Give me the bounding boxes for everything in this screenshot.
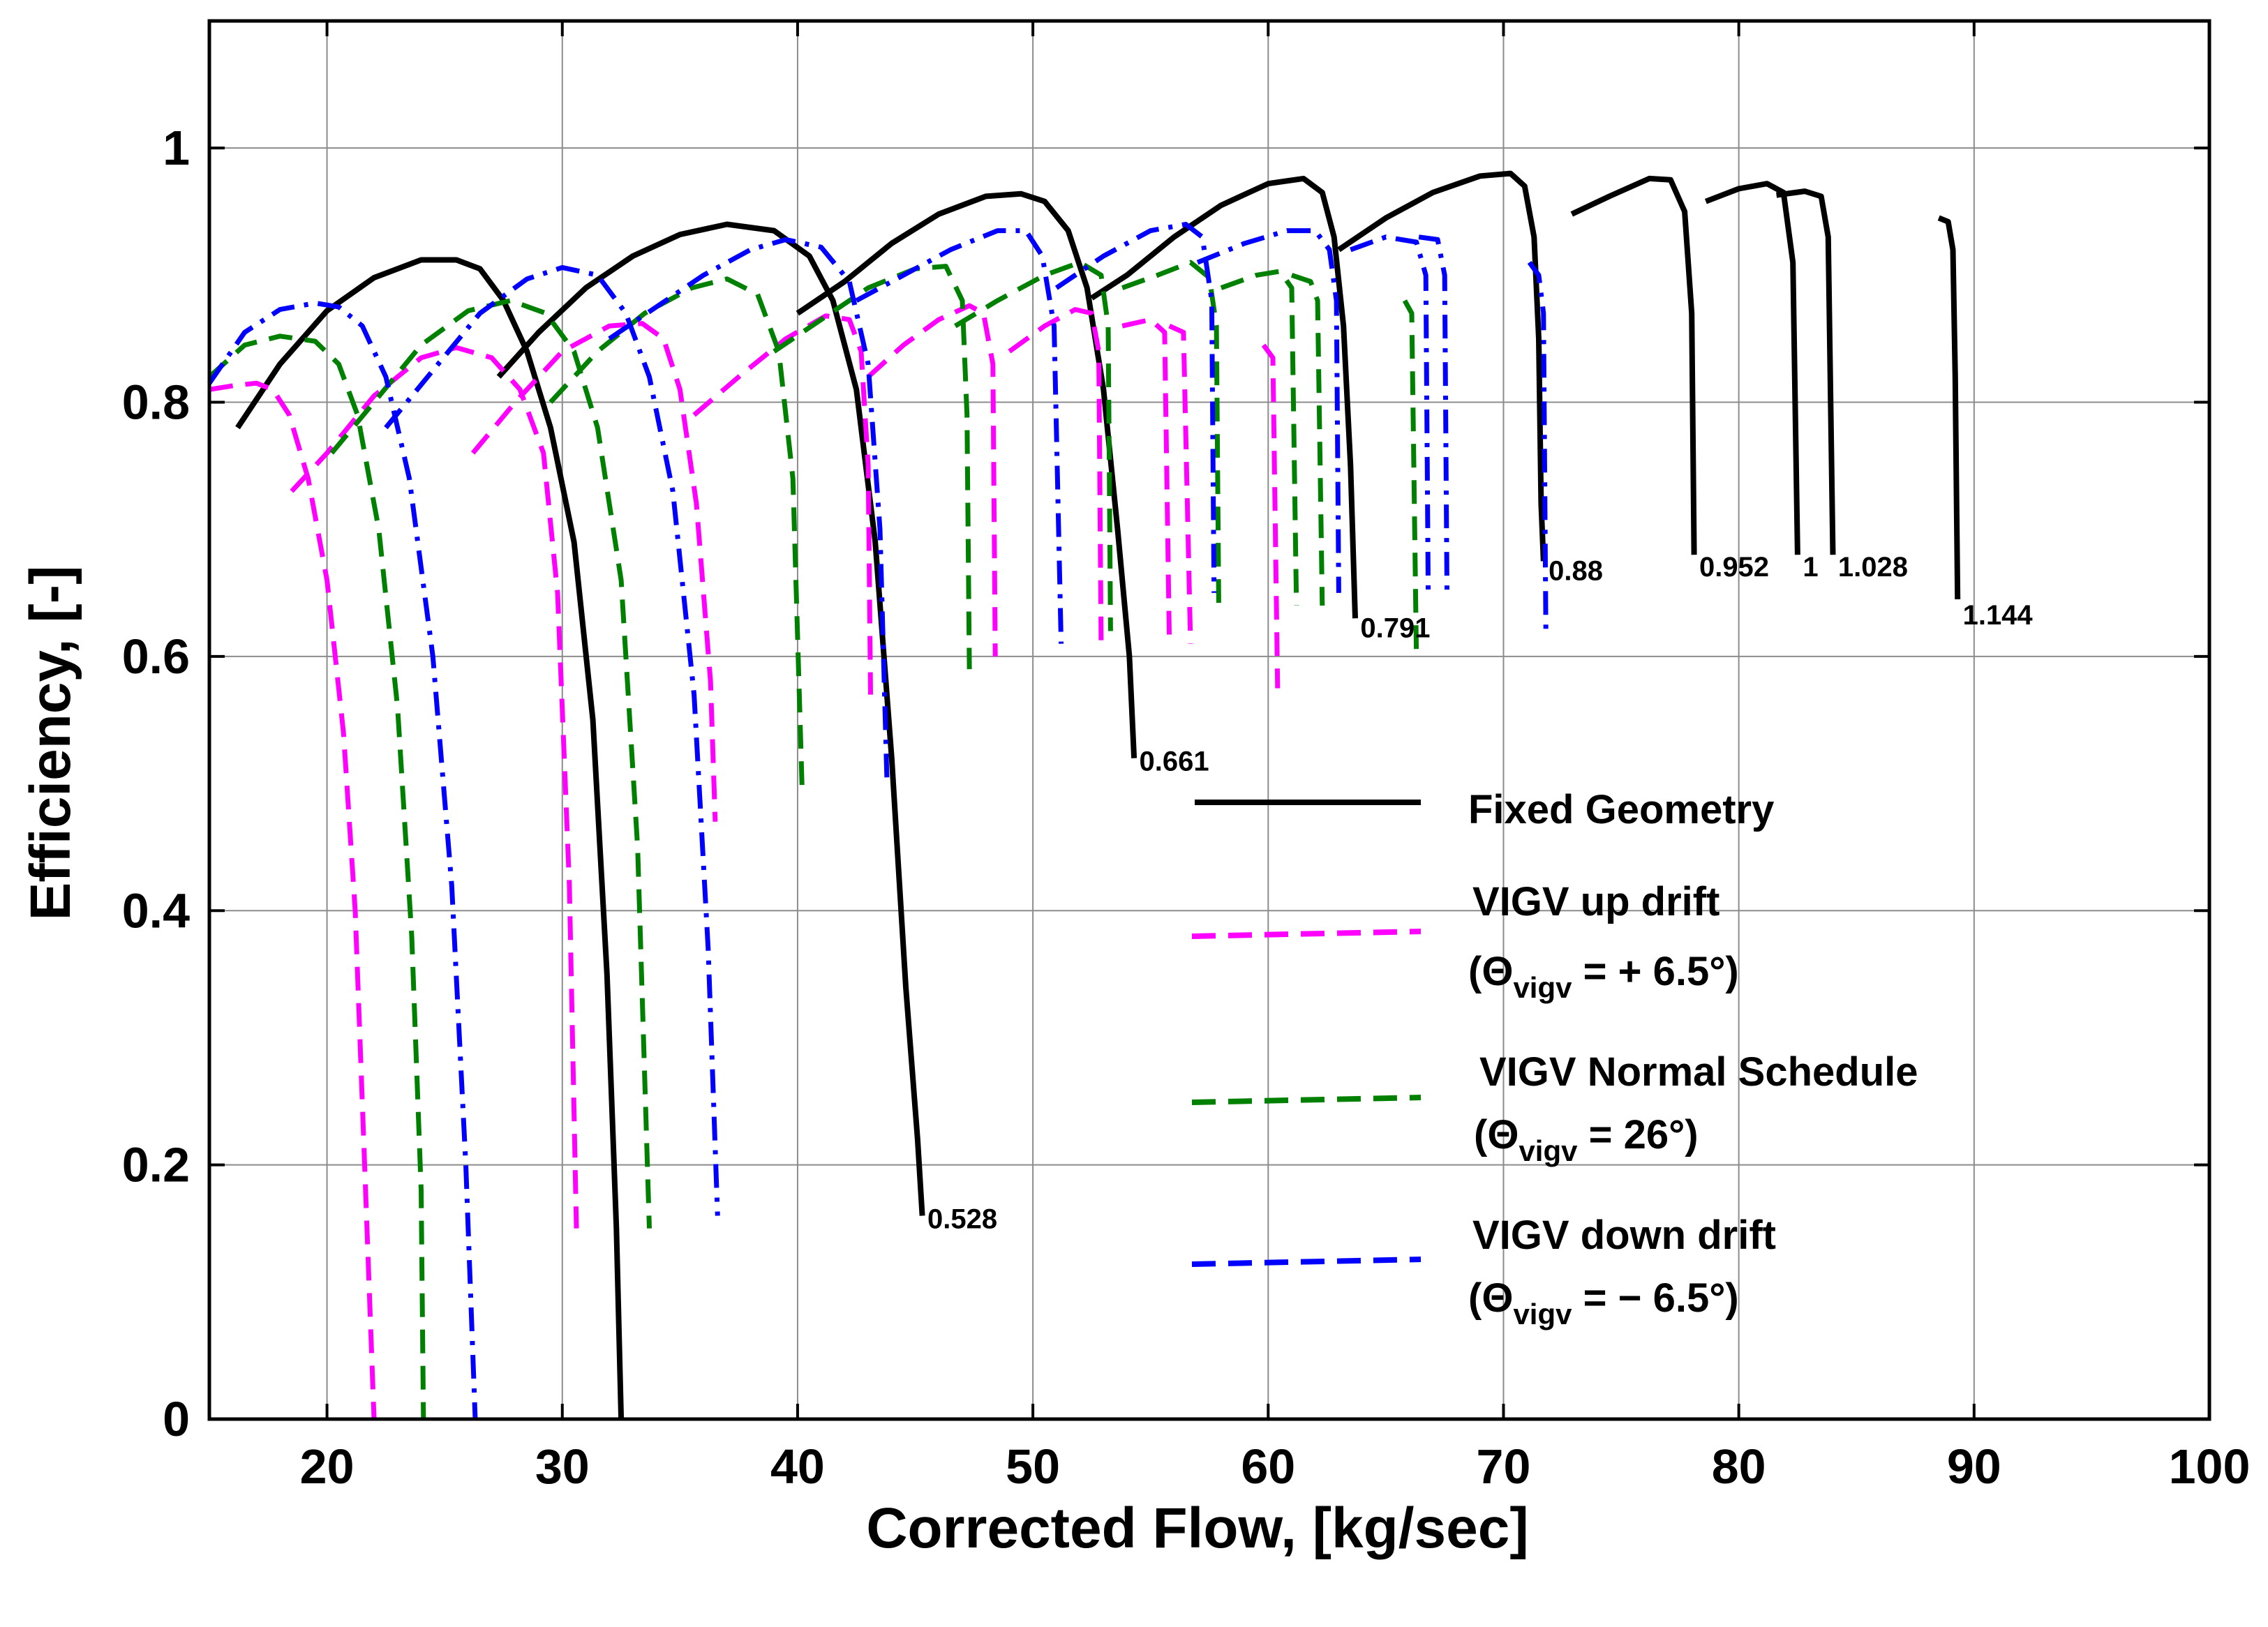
y-tick-label: 0	[163, 1392, 190, 1446]
series-3-curve-5	[1196, 228, 1341, 593]
speed-line-label: 0.661	[1139, 747, 1209, 777]
series-0-curve-7	[1776, 188, 1836, 555]
y-tick-label: 0.2	[122, 1138, 190, 1192]
speed-label-group: 0.528 0.661 0.791 0.88 0.952 1 1.028 1.144	[927, 552, 2033, 1235]
speed-line-label: 0.952	[1699, 552, 1769, 583]
series-3-curve-6	[1350, 234, 1431, 593]
series-0-curve-6	[1704, 181, 1800, 555]
x-tick-label: 30	[535, 1439, 590, 1494]
series-2-curve-0	[207, 333, 426, 1420]
series-1-curve-7	[1168, 324, 1193, 644]
legend-line-normal	[1191, 1095, 1422, 1105]
series-2-curve-6	[1220, 269, 1299, 606]
speed-line-label: 1.028	[1838, 552, 1908, 583]
x-tick-label: 50	[1006, 1439, 1060, 1494]
speed-line-label: 0.88	[1549, 555, 1603, 586]
series-1-curve-2	[470, 321, 718, 822]
y-tick-label: 1	[163, 121, 190, 175]
y-tick-label: 0.8	[122, 375, 190, 430]
legend: Fixed Geometry VIGV up drift (Θvigv = + …	[1191, 787, 1918, 1330]
legend-label-normal: VIGV Normal Schedule	[1479, 1049, 1918, 1095]
series-2-curve-1	[329, 298, 652, 1229]
series-3-curve-0	[207, 300, 478, 1420]
series-2-curve-7	[1290, 273, 1325, 606]
grid-lines	[209, 21, 2210, 1420]
speed-line-label: 0.528	[927, 1204, 997, 1235]
series-3-curve-4	[1054, 222, 1217, 593]
plot-frame	[207, 19, 2211, 1421]
series-0-curve-3	[1090, 175, 1358, 619]
series-2-curve-8	[1402, 299, 1419, 657]
x-tick-label: 100	[2169, 1439, 2251, 1494]
x-axis-title: Corrected Flow, [kg/sec]	[866, 1497, 1528, 1560]
series-1-curve-5	[1008, 307, 1104, 644]
tick-group: 20 30 40 50 60 70 80 90 100 0 0.2 0.4 0.6 0.8 1	[122, 21, 2251, 1494]
speed-line-label: 0.791	[1360, 613, 1430, 643]
series-1-curve-1	[290, 345, 579, 1229]
y-tick-label: 0.6	[122, 629, 190, 684]
legend-label-fixed: Fixed Geometry	[1468, 787, 1774, 832]
series-3-curve-8	[1527, 261, 1549, 631]
legend-label-down: VIGV down drift	[1472, 1213, 1776, 1258]
x-tick-label: 90	[1947, 1439, 2001, 1494]
series-1-curve-4	[866, 303, 998, 657]
series-0-curve-4	[1337, 170, 1546, 562]
series-3-curve-7	[1418, 234, 1449, 593]
y-tick-label: 0.4	[122, 883, 190, 938]
legend-math-down: (Θvigv = − 6.5°)	[1468, 1275, 1739, 1330]
series-2-curve-5	[1121, 260, 1221, 613]
legend-line-down	[1191, 1257, 1422, 1267]
x-tick-label: 40	[770, 1439, 825, 1494]
series-1-curve-6	[1121, 317, 1172, 644]
x-tick-label: 80	[1712, 1439, 1766, 1494]
curve-group	[207, 170, 1961, 1420]
speed-line-label: 1.144	[1963, 600, 2034, 631]
series-0-curve-8	[1937, 215, 1961, 599]
series-0-curve-2	[796, 190, 1137, 758]
series-3-curve-1	[384, 264, 720, 1216]
series-3-curve-3	[855, 228, 1064, 644]
series-0-curve-1	[496, 221, 925, 1216]
legend-math-normal: (Θvigv = 26°)	[1474, 1112, 1699, 1167]
legend-line-up	[1191, 929, 1422, 939]
series-2-curve-4	[953, 260, 1113, 631]
series-1-curve-8	[1261, 343, 1281, 689]
series-0-curve-5	[1570, 175, 1697, 555]
speed-line-label: 1	[1803, 552, 1818, 583]
x-tick-label: 70	[1477, 1439, 1531, 1494]
x-tick-label: 60	[1241, 1439, 1295, 1494]
x-tick-label: 20	[300, 1439, 355, 1494]
series-1-curve-0	[209, 380, 377, 1420]
legend-label-up: VIGV up drift	[1472, 879, 1719, 924]
series-2-curve-3	[773, 264, 972, 670]
legend-math-up: (Θvigv = + 6.5°)	[1468, 949, 1739, 1004]
y-axis-title: Efficiency, [-]	[19, 566, 82, 921]
